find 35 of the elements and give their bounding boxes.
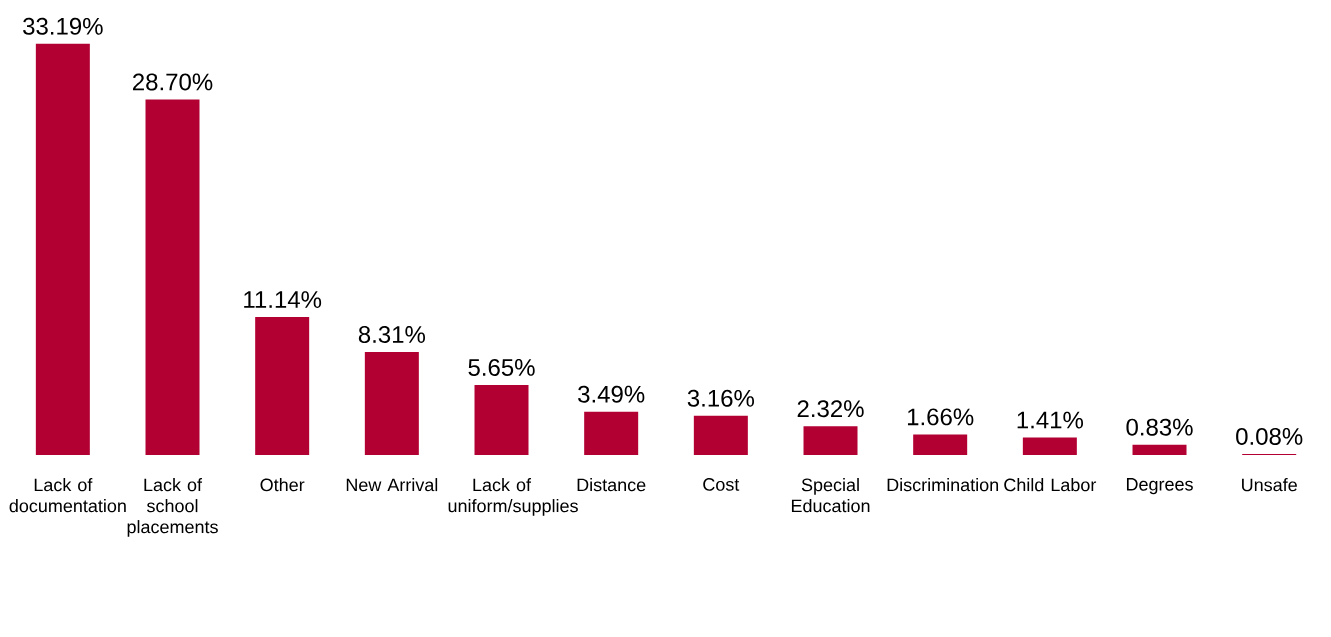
x-tick-label: Lack of uniform/supplies [448,478,578,516]
bar [255,317,310,455]
x-tick-label: Unsafe [1242,478,1297,492]
data-label: 0.83% [1126,418,1193,436]
data-label: 5.65% [468,358,535,376]
data-label: 8.31% [358,326,425,343]
x-tick-label: Special Education [791,478,870,513]
bar [145,99,200,455]
x-tick-label: Distance [577,478,646,492]
bar [474,385,529,455]
data-label: 0.08% [1236,427,1303,445]
x-tick-label: New Arrival [346,478,438,492]
x-tick-label: Other [260,478,305,492]
x-tick-label: Child Labor [1004,478,1097,492]
data-label: 1.41% [1017,411,1084,429]
data-label: 1.66% [907,408,974,426]
bar [803,426,858,455]
bar [693,415,748,455]
bar [1022,437,1077,455]
data-label: 33.19% [23,17,103,35]
data-label: 2.32% [797,400,864,418]
data-label: 3.49% [578,385,645,403]
x-tick-label: Cost [703,478,740,491]
data-label: 28.70% [133,73,213,91]
bar [35,43,90,455]
data-label: 3.16% [687,389,755,407]
bar [364,352,419,455]
bar [1132,444,1187,455]
bar [913,434,968,455]
x-tick-label: Lack of documentation [9,478,126,513]
bar [584,411,639,455]
x-tick-label: Discrimination [887,478,999,492]
x-tick-label: Degrees [1126,478,1193,495]
data-label: 11.14% [244,291,322,308]
x-tick-label: Lack of school placements [127,478,218,537]
